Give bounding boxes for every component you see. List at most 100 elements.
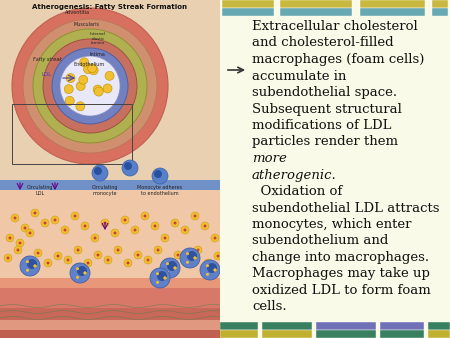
Circle shape: [152, 168, 168, 184]
Bar: [220, 322, 258, 330]
Circle shape: [34, 249, 42, 257]
Circle shape: [207, 263, 217, 273]
Circle shape: [52, 48, 128, 124]
Circle shape: [136, 254, 140, 257]
Bar: [0, 308, 220, 320]
Text: and cholesterol-filled: and cholesterol-filled: [252, 37, 394, 49]
Circle shape: [84, 224, 86, 227]
Circle shape: [131, 226, 139, 234]
Text: Circulating
monocyte: Circulating monocyte: [92, 185, 118, 196]
Circle shape: [94, 251, 102, 259]
Text: Adventitia: Adventitia: [65, 10, 90, 15]
Circle shape: [17, 248, 19, 251]
Circle shape: [166, 262, 170, 265]
Bar: [280, 0, 352, 8]
Circle shape: [107, 259, 109, 262]
Text: oxidized LDL to form foam: oxidized LDL to form foam: [252, 284, 431, 297]
Circle shape: [164, 259, 172, 267]
Circle shape: [20, 256, 40, 276]
Circle shape: [157, 248, 159, 251]
Bar: [0, 190, 220, 278]
Circle shape: [16, 239, 24, 247]
Bar: [432, 8, 448, 16]
Circle shape: [81, 222, 89, 230]
Circle shape: [204, 259, 212, 267]
Circle shape: [73, 215, 77, 217]
Circle shape: [86, 262, 90, 265]
Bar: [12, 104, 132, 164]
Circle shape: [88, 64, 97, 73]
Text: LDL: LDL: [42, 72, 52, 77]
Circle shape: [166, 271, 169, 274]
Circle shape: [6, 257, 9, 260]
Circle shape: [184, 228, 186, 232]
Circle shape: [91, 234, 99, 242]
Bar: [220, 330, 258, 338]
Text: Atherogenesis: Fatty Streak Formation: Atherogenesis: Fatty Streak Formation: [32, 4, 188, 10]
Circle shape: [44, 221, 46, 224]
Text: Monocyte adheres
to endothelium: Monocyte adheres to endothelium: [137, 185, 183, 196]
Text: Intima: Intima: [89, 52, 105, 57]
Circle shape: [76, 81, 85, 91]
Text: atherogenic.: atherogenic.: [252, 169, 337, 182]
Bar: [262, 330, 312, 338]
Circle shape: [214, 252, 222, 260]
Circle shape: [134, 228, 136, 232]
Circle shape: [147, 259, 149, 262]
Circle shape: [103, 84, 112, 93]
Circle shape: [123, 218, 126, 221]
Circle shape: [24, 256, 32, 264]
Circle shape: [216, 255, 220, 258]
Text: Macrophages may take up: Macrophages may take up: [252, 267, 430, 281]
Circle shape: [89, 66, 98, 75]
Bar: [380, 330, 424, 338]
Text: Extracellular cholesterol: Extracellular cholesterol: [252, 20, 418, 33]
Circle shape: [64, 84, 73, 94]
Circle shape: [124, 162, 132, 170]
Circle shape: [167, 261, 177, 271]
Circle shape: [174, 266, 176, 269]
Circle shape: [163, 276, 166, 280]
Bar: [316, 330, 376, 338]
Circle shape: [122, 160, 138, 176]
Circle shape: [70, 263, 90, 283]
Circle shape: [4, 254, 12, 262]
Circle shape: [105, 71, 114, 80]
Text: subendothelial LDL attracts: subendothelial LDL attracts: [252, 201, 440, 215]
Circle shape: [203, 224, 207, 227]
Text: change into macrophages.: change into macrophages.: [252, 251, 429, 264]
Circle shape: [33, 212, 36, 215]
Circle shape: [84, 259, 92, 267]
Text: Subsequent structural: Subsequent structural: [252, 102, 402, 116]
Circle shape: [12, 8, 168, 164]
Circle shape: [211, 234, 219, 242]
Circle shape: [31, 209, 39, 217]
Circle shape: [14, 246, 22, 254]
Circle shape: [26, 260, 29, 263]
Bar: [316, 322, 376, 330]
Bar: [0, 278, 220, 288]
Circle shape: [117, 248, 120, 251]
Circle shape: [94, 167, 102, 175]
Circle shape: [74, 246, 82, 254]
Circle shape: [157, 271, 167, 281]
Text: Internal
elastic
lamina: Internal elastic lamina: [89, 32, 105, 45]
Text: Muscularis: Muscularis: [74, 22, 100, 27]
Circle shape: [57, 255, 59, 258]
Circle shape: [76, 248, 80, 251]
Circle shape: [84, 65, 93, 74]
Circle shape: [194, 246, 202, 254]
Circle shape: [64, 256, 72, 264]
Bar: [222, 0, 274, 8]
Circle shape: [150, 268, 170, 288]
Circle shape: [79, 75, 88, 84]
Circle shape: [76, 102, 85, 111]
Bar: [428, 330, 450, 338]
Circle shape: [84, 271, 86, 274]
Circle shape: [160, 258, 180, 278]
Circle shape: [144, 256, 152, 264]
Bar: [0, 320, 220, 330]
Circle shape: [194, 257, 197, 260]
Text: cells.: cells.: [252, 300, 287, 314]
Circle shape: [67, 259, 69, 262]
